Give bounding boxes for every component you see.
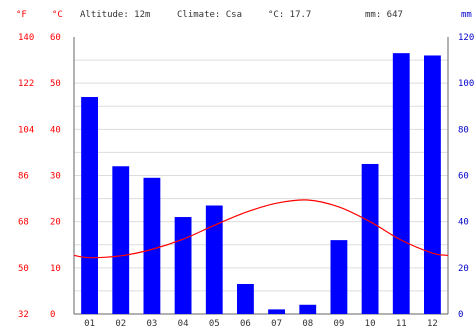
celsius-tick-label: 30 [50, 172, 61, 182]
precipitation-tick-label: 60 [458, 172, 469, 182]
celsius-tick-label: 40 [50, 125, 61, 135]
precipitation-bar [361, 163, 379, 314]
fahrenheit-tick-label: 86 [18, 172, 29, 182]
fahrenheit-tick-label: 50 [18, 264, 29, 274]
chart-header: °F °C Altitude: 12m Climate: Csa °C: 17.… [16, 10, 472, 20]
precipitation-tick-label: 20 [458, 264, 469, 274]
tick-labels: 0321050206830864010450122601400204060801… [18, 33, 474, 329]
precipitation-tick-label: 0 [458, 310, 463, 320]
month-tick-label: 10 [365, 319, 376, 329]
temperature-line [73, 199, 449, 259]
month-tick-label: 05 [209, 319, 220, 329]
fahrenheit-tick-label: 140 [18, 33, 34, 43]
celsius-unit-label: °C [52, 10, 63, 20]
axes [73, 37, 449, 315]
celsius-tick-label: 10 [50, 264, 61, 274]
precipitation-bar [330, 240, 348, 314]
month-tick-label: 11 [396, 319, 407, 329]
month-tick-label: 09 [333, 319, 344, 329]
precipitation-bar [81, 97, 98, 315]
altitude-label: Altitude: 12m [80, 10, 150, 20]
month-tick-label: 01 [84, 319, 95, 329]
fahrenheit-tick-label: 104 [18, 125, 34, 135]
millimetre-unit-label: mm [461, 10, 472, 20]
precipitation-bar [205, 205, 223, 314]
month-tick-label: 12 [427, 319, 438, 329]
celsius-tick-label: 0 [50, 310, 55, 320]
month-tick-label: 03 [146, 319, 157, 329]
precipitation-bar [268, 309, 285, 314]
precipitation-bar [237, 283, 254, 314]
month-tick-label: 02 [115, 319, 126, 329]
fahrenheit-tick-label: 68 [18, 218, 29, 228]
precipitation-bar [143, 177, 161, 314]
celsius-tick-label: 50 [50, 79, 61, 89]
fahrenheit-tick-label: 122 [18, 79, 34, 89]
fahrenheit-unit-label: °F [16, 10, 27, 20]
fahrenheit-tick-label: 32 [18, 310, 29, 320]
average-temperature-label: °C: 17.7 [268, 10, 311, 20]
precipitation-bar [299, 304, 317, 314]
precipitation-bar [424, 55, 441, 314]
month-tick-label: 08 [302, 319, 313, 329]
month-tick-label: 04 [178, 319, 189, 329]
precipitation-tick-label: 40 [458, 218, 469, 228]
precipitation-tick-label: 100 [458, 79, 474, 89]
precipitation-bar [112, 166, 130, 314]
precipitation-tick-label: 80 [458, 125, 469, 135]
celsius-tick-label: 20 [50, 218, 61, 228]
month-tick-label: 07 [271, 319, 282, 329]
grid-lines [74, 59, 448, 292]
precipitation-tick-label: 120 [458, 33, 474, 43]
month-tick-label: 06 [240, 319, 251, 329]
temperature-curve [73, 199, 449, 259]
total-precipitation-label: mm: 647 [365, 10, 403, 20]
precipitation-bar [174, 217, 192, 314]
celsius-tick-label: 60 [50, 33, 61, 43]
precipitation-bars [81, 53, 441, 315]
climate-label: Climate: Csa [177, 10, 242, 20]
precipitation-bar [392, 53, 410, 315]
